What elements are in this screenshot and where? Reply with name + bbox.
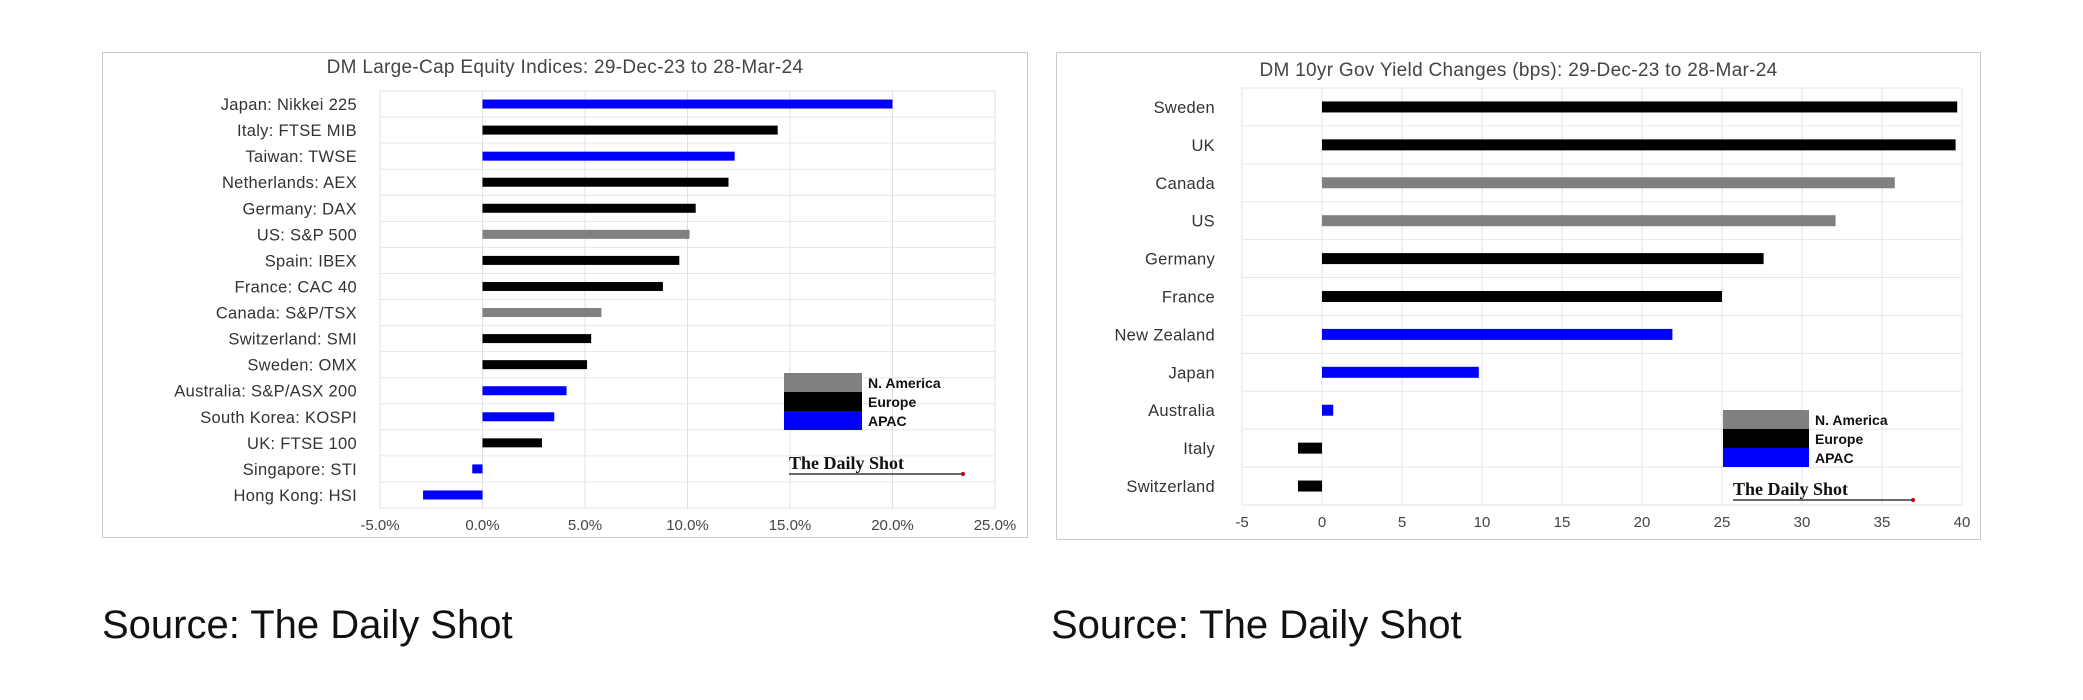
yield-changes-chart: DM 10yr Gov Yield Changes (bps): 29-Dec-…	[1056, 52, 1981, 540]
bar	[482, 151, 735, 161]
category-label: UK	[1191, 137, 1215, 155]
bar	[482, 125, 778, 135]
bar	[1322, 366, 1479, 378]
x-tick-label: 5	[1398, 514, 1406, 531]
bar	[482, 99, 893, 109]
category-label: UK: FTSE 100	[247, 435, 357, 453]
category-label: Germany: DAX	[242, 200, 357, 218]
legend-swatch	[784, 411, 862, 430]
x-tick-label: 5.0%	[568, 517, 602, 534]
category-label: Canada: S&P/TSX	[216, 305, 357, 323]
bar	[1322, 291, 1722, 302]
x-tick-label: 25	[1714, 514, 1731, 531]
category-label: Switzerland	[1126, 478, 1215, 496]
bar	[482, 229, 690, 239]
logo-dot	[1911, 498, 1915, 502]
category-label: Italy	[1183, 440, 1215, 458]
category-label: Japan	[1169, 364, 1215, 382]
bar	[1322, 328, 1673, 340]
x-tick-label: 20	[1634, 514, 1651, 531]
bar	[482, 334, 592, 344]
equity-indices-chart: DM Large-Cap Equity Indices: 29-Dec-23 t…	[102, 52, 1028, 538]
legend-swatch	[784, 392, 862, 411]
x-tick-label: 10.0%	[666, 517, 709, 534]
category-label: Spain: IBEX	[265, 252, 357, 270]
category-label: Netherlands: AEX	[222, 174, 357, 192]
legend-label: N. America	[868, 375, 941, 391]
bar	[482, 386, 567, 396]
bar	[1322, 215, 1836, 227]
bar	[1322, 404, 1334, 416]
x-tick-label: 25.0%	[974, 517, 1017, 534]
bar	[482, 360, 588, 370]
category-label: Italy: FTSE MIB	[237, 122, 357, 140]
x-tick-label: 35	[1874, 514, 1891, 531]
legend-swatch	[784, 373, 862, 392]
bar	[482, 412, 555, 422]
bar	[472, 464, 483, 474]
daily-shot-logo: The Daily Shot	[789, 453, 904, 473]
bar	[482, 203, 696, 213]
x-tick-label: 0.0%	[465, 517, 499, 534]
legend-label: N. America	[1815, 412, 1888, 428]
category-label: Sweden: OMX	[247, 357, 357, 375]
category-label: Switzerland: SMI	[228, 331, 357, 349]
category-label: South Korea: KOSPI	[200, 409, 357, 427]
category-label: France: CAC 40	[235, 278, 358, 296]
bar	[482, 255, 680, 265]
category-label: New Zealand	[1114, 326, 1215, 344]
x-tick-label: 20.0%	[871, 517, 914, 534]
category-label: Canada	[1155, 175, 1215, 193]
category-label: Japan: Nikkei 225	[221, 96, 357, 114]
legend-label: Europe	[868, 394, 916, 410]
category-label: Singapore: STI	[243, 461, 357, 479]
bar	[1322, 139, 1956, 151]
category-label: US: S&P 500	[257, 226, 357, 244]
category-label: Australia	[1148, 402, 1215, 420]
daily-shot-logo: The Daily Shot	[1733, 479, 1848, 499]
category-label: Australia: S&P/ASX 200	[174, 383, 357, 401]
bar	[482, 308, 602, 318]
bar	[423, 490, 483, 500]
legend-swatch	[1723, 410, 1809, 429]
legend-label: Europe	[1815, 431, 1863, 447]
x-tick-label: 40	[1954, 514, 1971, 531]
chart-title: DM 10yr Gov Yield Changes (bps): 29-Dec-…	[1259, 60, 1778, 81]
bar	[482, 281, 663, 291]
category-label: Hong Kong: HSI	[234, 487, 357, 505]
source-caption: Source: The Daily Shot	[102, 603, 513, 647]
source-caption: Source: The Daily Shot	[1051, 603, 1462, 647]
category-label: Germany	[1145, 251, 1215, 269]
bar	[1322, 101, 1958, 113]
bar	[1298, 480, 1322, 492]
legend-label: APAC	[1815, 450, 1854, 466]
yield-changes-plot: -5 0 5 10 15 20 25 30 35 40 Sweden UK Canada US German…	[1114, 87, 1971, 531]
bar	[1322, 253, 1764, 265]
bar	[482, 177, 729, 187]
category-label: France	[1162, 289, 1215, 307]
x-tick-label: 0	[1318, 514, 1326, 531]
category-label: US	[1191, 213, 1215, 231]
x-tick-label: 15	[1554, 514, 1571, 531]
category-label: Sweden	[1154, 99, 1215, 117]
legend-swatch	[1723, 429, 1809, 448]
chart-title: DM Large-Cap Equity Indices: 29-Dec-23 t…	[326, 57, 804, 78]
logo-dot	[961, 472, 965, 476]
legend-label: APAC	[868, 413, 907, 429]
equity-indices-plot: -5.0% 0.0% 5.0% 10.0% 15.0% 20.0% 25.0% Japan: …	[174, 90, 1017, 534]
x-tick-label: -5	[1235, 514, 1248, 531]
legend-swatch	[1723, 448, 1809, 467]
bar	[482, 438, 542, 448]
x-tick-label: 10	[1474, 514, 1491, 531]
x-tick-label: -5.0%	[360, 517, 399, 534]
bar	[1298, 442, 1322, 454]
x-tick-label: 15.0%	[769, 517, 812, 534]
category-label: Taiwan: TWSE	[246, 148, 358, 166]
bar	[1322, 177, 1895, 189]
x-tick-label: 30	[1794, 514, 1811, 531]
